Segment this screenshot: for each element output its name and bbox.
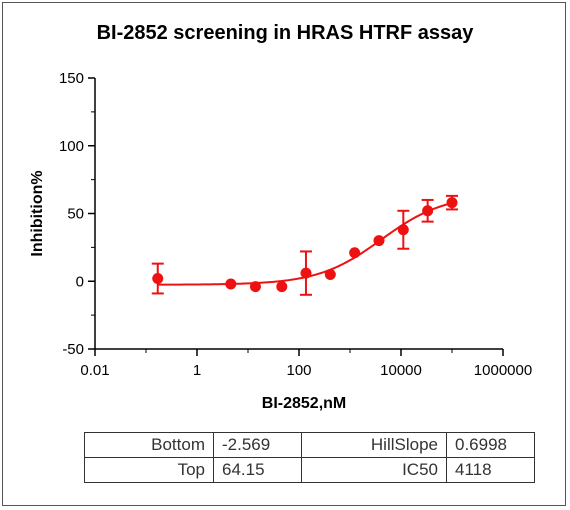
y-tick-label: 100 xyxy=(59,138,84,155)
data-point xyxy=(225,278,237,290)
data-point xyxy=(446,197,458,209)
table-cell: Top xyxy=(84,457,214,483)
table-cell: Bottom xyxy=(84,432,214,458)
x-tick-label: 100 xyxy=(286,362,311,379)
fit-parameters-table: Bottom -2.569 HillSlope 0.6998 Top 64.15… xyxy=(84,432,535,483)
y-tick-label: 150 xyxy=(59,70,84,87)
table-row: Bottom -2.569 HillSlope 0.6998 xyxy=(84,432,535,458)
data-point xyxy=(373,235,385,247)
data-point xyxy=(349,247,361,259)
table-cell: IC50 xyxy=(301,457,447,483)
table-cell: HillSlope xyxy=(301,432,447,458)
y-tick-label: -50 xyxy=(62,341,84,358)
data-point xyxy=(324,268,336,280)
table-row: Top 64.15 IC50 4118 xyxy=(84,457,535,483)
data-point xyxy=(276,281,288,293)
y-tick-label: 0 xyxy=(76,273,84,290)
y-tick-label: 50 xyxy=(67,206,84,223)
data-point xyxy=(249,281,261,293)
x-tick-label: 1 xyxy=(193,362,201,379)
x-tick-label: 1000000 xyxy=(474,362,532,379)
table-cell: -2.569 xyxy=(213,432,302,458)
table-cell: 4118 xyxy=(446,457,535,483)
chart-title: BI-2852 screening in HRAS HTRF assay xyxy=(96,22,474,44)
x-tick-label: 0.01 xyxy=(80,362,109,379)
x-tick-label: 10000 xyxy=(380,362,422,379)
data-point xyxy=(397,224,409,236)
x-axis-title: BI-2852,nM xyxy=(262,395,346,412)
chart-frame xyxy=(2,2,566,506)
y-axis-title: Inhibition% xyxy=(29,170,46,256)
table-cell: 0.6998 xyxy=(446,432,535,458)
data-point xyxy=(152,273,164,285)
data-point xyxy=(300,267,312,279)
table-cell: 64.15 xyxy=(213,457,302,483)
data-point xyxy=(422,205,434,217)
